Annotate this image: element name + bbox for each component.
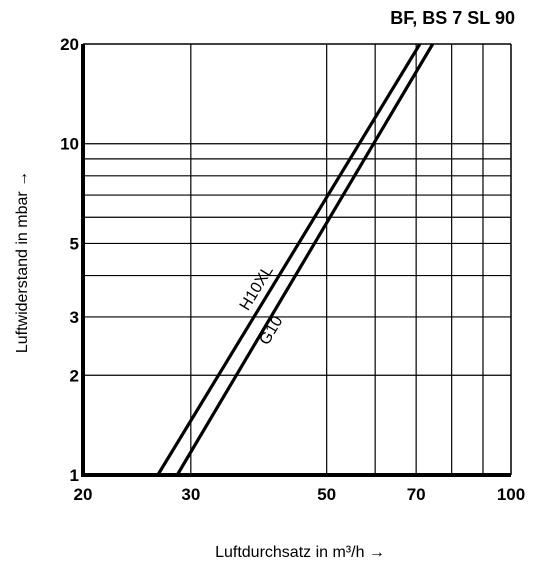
x-tick-labels: 20 30 50 70 100 <box>74 485 526 504</box>
series-group <box>156 43 435 476</box>
x-tick-label-70: 70 <box>407 485 426 504</box>
y-tick-label-5: 5 <box>70 234 79 253</box>
series-line-h10xl <box>156 43 422 476</box>
y-axis-label: Luftwiderstand in mbar → <box>14 171 31 353</box>
y-tick-label-10: 10 <box>60 135 79 154</box>
x-tick-label-20: 20 <box>74 485 93 504</box>
y-tick-label-1: 1 <box>70 466 79 485</box>
x-tick-label-100: 100 <box>497 485 525 504</box>
y-tick-label-2: 2 <box>70 366 79 385</box>
x-axis-label: Luftdurchsatz in m³/h → <box>215 544 385 561</box>
x-tick-label-30: 30 <box>181 485 200 504</box>
x-tick-label-50: 50 <box>317 485 336 504</box>
y-tick-labels: 1 2 3 5 10 20 <box>60 35 79 485</box>
y-tick-label-20: 20 <box>60 35 79 54</box>
plot-frame <box>81 43 512 477</box>
chart-title: BF, BS 7 SL 90 <box>390 8 515 28</box>
series-label-g10: G10 <box>256 313 286 348</box>
y-tick-label-3: 3 <box>70 308 79 327</box>
series-line-g10 <box>175 43 435 476</box>
grid <box>83 44 511 475</box>
